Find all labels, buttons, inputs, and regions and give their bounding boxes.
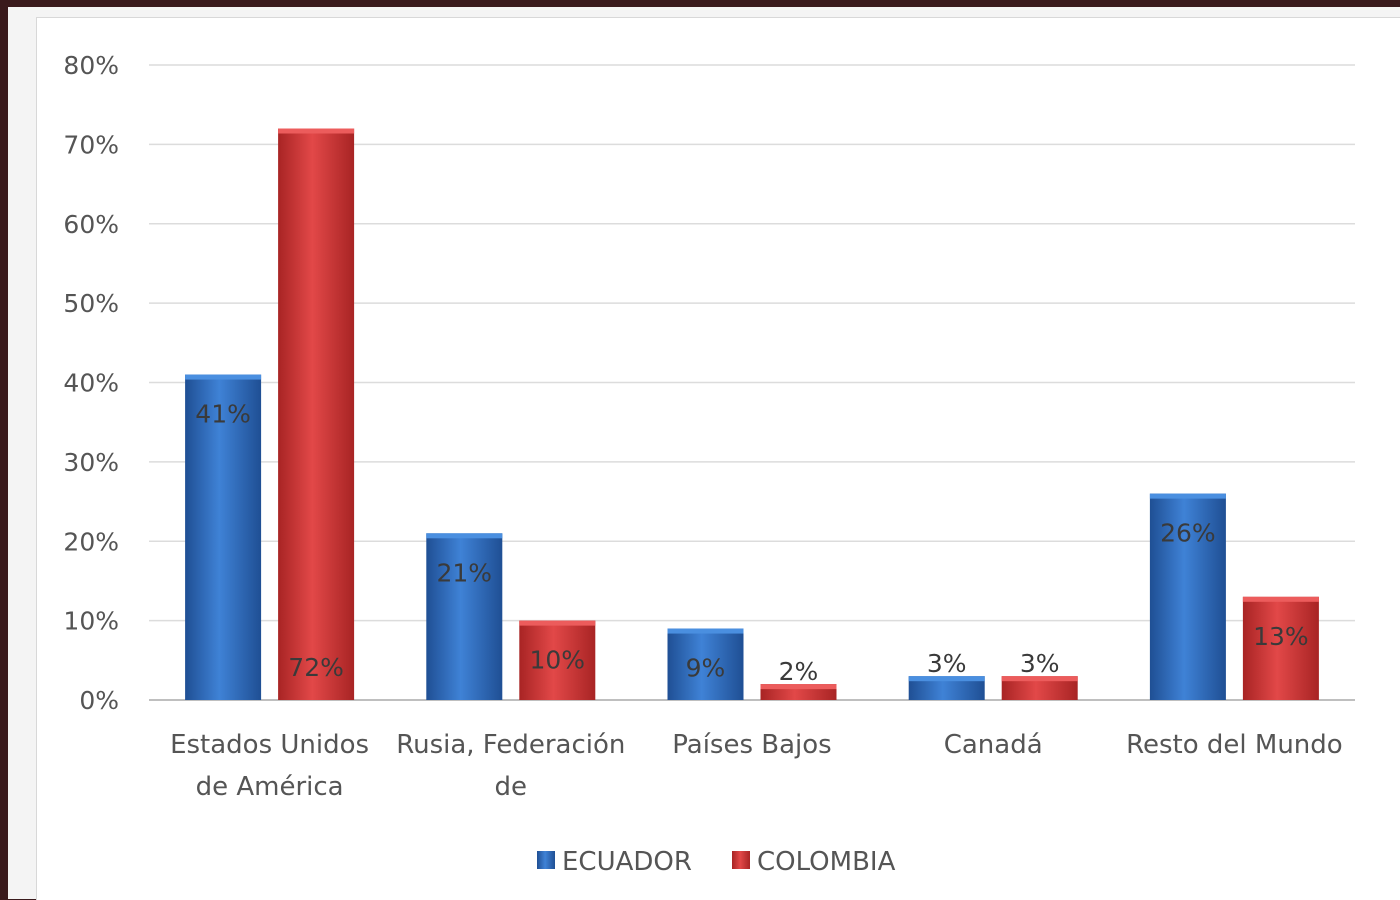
x-tick-label: de bbox=[495, 772, 528, 802]
bar-ecuador bbox=[667, 628, 744, 700]
chart-frame: 0% 10% 20% 30% 40% 50% 60% 70% 80% 41% 72% 21% 10% 9… bbox=[8, 7, 1400, 900]
bar-ecuador bbox=[908, 676, 985, 700]
bars bbox=[185, 128, 1319, 700]
bar-ecuador bbox=[1149, 493, 1226, 700]
bar-colombia bbox=[519, 620, 596, 700]
legend: ECUADOR COLOMBIA bbox=[537, 847, 896, 877]
x-tick-label: Países Bajos bbox=[672, 730, 831, 760]
bar-cap bbox=[1001, 676, 1078, 682]
bar-cap bbox=[519, 620, 596, 626]
legend-swatch-ecuador bbox=[537, 851, 555, 869]
y-tick-label: 20% bbox=[63, 527, 119, 556]
legend-label-ecuador: ECUADOR bbox=[562, 847, 692, 877]
bar-cap bbox=[1242, 596, 1319, 602]
bar-colombia bbox=[1001, 676, 1078, 700]
bar-chart: 0% 10% 20% 30% 40% 50% 60% 70% 80% 41% 72% 21% 10% 9… bbox=[63, 51, 1355, 877]
bar-cap bbox=[908, 676, 985, 682]
x-tick-label: Canadá bbox=[944, 730, 1043, 760]
bar-colombia bbox=[278, 128, 355, 700]
y-tick-label: 0% bbox=[79, 686, 119, 715]
bar-cap bbox=[185, 374, 262, 380]
x-tick-label: de América bbox=[196, 772, 344, 802]
data-label: 9% bbox=[686, 654, 726, 683]
data-label: 3% bbox=[1020, 649, 1060, 678]
bar-cap bbox=[426, 533, 503, 539]
data-label: 41% bbox=[195, 400, 251, 429]
y-tick-label: 70% bbox=[63, 130, 119, 159]
y-tick-label: 50% bbox=[63, 289, 119, 318]
data-label: 13% bbox=[1253, 622, 1309, 651]
bar-cap bbox=[278, 128, 355, 134]
bar-cap bbox=[1149, 493, 1226, 499]
data-label: 21% bbox=[437, 558, 493, 587]
y-tick-label: 30% bbox=[63, 448, 119, 477]
bar-cap bbox=[667, 628, 744, 634]
legend-label-colombia: COLOMBIA bbox=[757, 847, 896, 877]
y-axis: 0% 10% 20% 30% 40% 50% 60% 70% 80% bbox=[63, 51, 119, 715]
chart-panel: 0% 10% 20% 30% 40% 50% 60% 70% 80% 41% 72% 21% 10% 9… bbox=[36, 17, 1400, 900]
x-tick-label: Resto del Mundo bbox=[1126, 730, 1343, 760]
bar-colombia bbox=[1242, 596, 1319, 700]
bar-ecuador bbox=[426, 533, 503, 700]
data-label: 2% bbox=[779, 657, 819, 686]
y-tick-label: 40% bbox=[63, 369, 119, 398]
legend-swatch-colombia bbox=[732, 851, 750, 869]
data-label: 26% bbox=[1160, 519, 1216, 548]
x-tick-label: Rusia, Federación bbox=[396, 730, 625, 760]
bar-ecuador bbox=[185, 374, 262, 700]
bar-cap bbox=[760, 684, 837, 690]
data-label: 3% bbox=[927, 649, 967, 678]
y-tick-label: 10% bbox=[63, 607, 119, 636]
x-tick-label: Estados Unidos bbox=[170, 730, 369, 760]
data-labels: 41% 72% 21% 10% 9% 2% 3% 3% 26% 13% bbox=[195, 400, 1308, 687]
data-label: 10% bbox=[530, 646, 586, 675]
y-tick-label: 60% bbox=[63, 210, 119, 239]
data-label: 72% bbox=[288, 653, 344, 682]
y-tick-label: 80% bbox=[63, 51, 119, 80]
x-axis: Estados Unidos de América Rusia, Federació… bbox=[170, 730, 1343, 802]
